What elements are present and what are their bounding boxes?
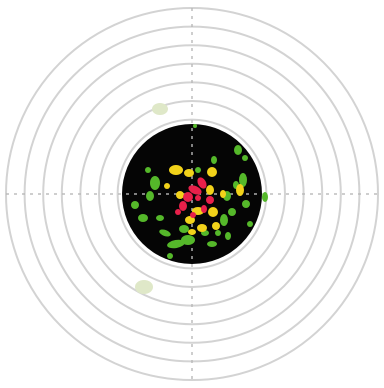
shot-hit bbox=[197, 177, 207, 189]
shot-hit bbox=[239, 173, 247, 187]
shot-hit bbox=[234, 145, 242, 155]
shot-hit bbox=[164, 183, 170, 189]
shot-hit bbox=[262, 192, 268, 202]
shot-hit bbox=[225, 232, 231, 240]
shot-hit bbox=[195, 167, 201, 173]
shot-hit bbox=[190, 212, 196, 218]
shot-hit bbox=[220, 190, 226, 198]
shot-hit bbox=[145, 167, 151, 173]
shot-hit bbox=[211, 156, 217, 164]
stray-hits bbox=[135, 103, 168, 294]
shot-hit bbox=[138, 214, 148, 222]
stray-hit bbox=[135, 280, 153, 294]
shot-hit bbox=[159, 229, 171, 237]
target-ring bbox=[98, 100, 286, 288]
shot-hit bbox=[150, 176, 160, 190]
shot-hit bbox=[179, 225, 189, 233]
shot-hit bbox=[206, 196, 214, 204]
shot-hit bbox=[131, 201, 139, 209]
target-ring bbox=[42, 44, 342, 344]
shot-hit bbox=[228, 208, 236, 216]
target-ring bbox=[60, 62, 324, 326]
shot-hit bbox=[167, 239, 185, 249]
shot-hit bbox=[146, 191, 154, 201]
shot-hit bbox=[176, 191, 184, 199]
shot-hit bbox=[179, 201, 187, 211]
stray-hit bbox=[152, 103, 168, 115]
shot-hit bbox=[188, 229, 196, 235]
shot-hit bbox=[242, 155, 248, 161]
shot-hit bbox=[193, 124, 197, 128]
shot-hit bbox=[167, 253, 173, 259]
shot-hit bbox=[208, 207, 218, 217]
shot-hit bbox=[197, 224, 207, 232]
shot-hit bbox=[247, 221, 253, 227]
shot-hit bbox=[220, 214, 228, 226]
shot-hit bbox=[215, 230, 221, 236]
shot-hit bbox=[188, 185, 202, 195]
shot-hit bbox=[195, 195, 201, 201]
shot-hit bbox=[185, 216, 195, 224]
shot-hit bbox=[169, 165, 183, 175]
shot-hit bbox=[207, 167, 217, 177]
shot-hit bbox=[201, 205, 207, 213]
shot-hit bbox=[181, 235, 195, 245]
shot-hit bbox=[184, 169, 194, 177]
shot-hit bbox=[156, 215, 164, 221]
shot-hit bbox=[183, 192, 193, 202]
shot-hit bbox=[212, 222, 220, 230]
shot-hit bbox=[206, 185, 214, 195]
shot-hit-pattern bbox=[131, 124, 268, 259]
shot-hit bbox=[207, 241, 217, 247]
shot-hit bbox=[175, 209, 181, 215]
shot-hit bbox=[236, 184, 244, 196]
shot-hit bbox=[242, 200, 250, 208]
